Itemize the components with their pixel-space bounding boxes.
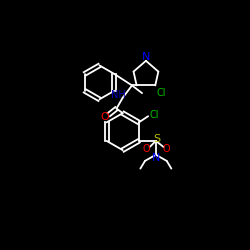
Text: NH: NH <box>111 90 126 101</box>
Text: S: S <box>153 134 160 144</box>
Text: O: O <box>143 144 150 154</box>
Text: Cl: Cl <box>150 110 159 120</box>
Text: N: N <box>142 52 150 62</box>
Text: Cl: Cl <box>157 88 166 98</box>
Text: N: N <box>152 153 160 163</box>
Text: O: O <box>163 144 170 154</box>
Text: O: O <box>100 112 109 122</box>
